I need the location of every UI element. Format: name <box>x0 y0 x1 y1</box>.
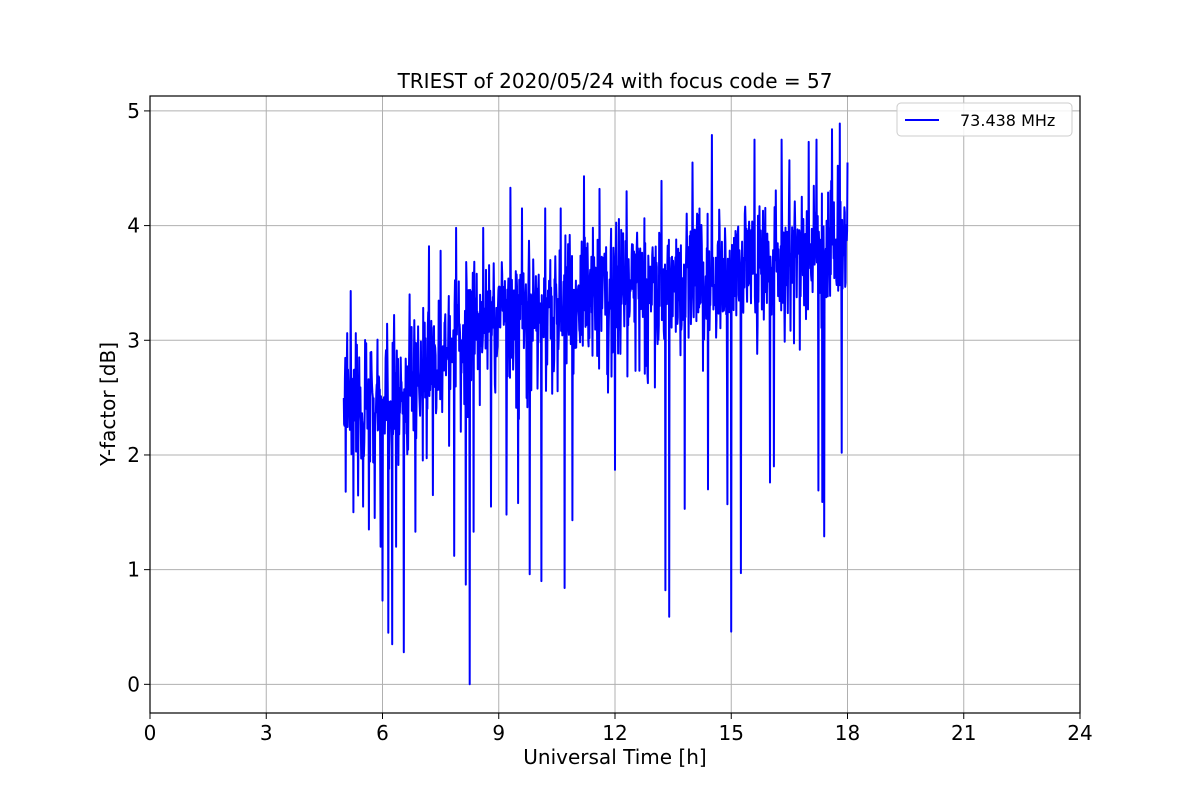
legend-label: 73.438 MHz <box>960 111 1055 130</box>
y-tick-label: 3 <box>127 328 140 352</box>
x-tick-label: 15 <box>719 721 744 745</box>
x-tick-label: 0 <box>144 721 157 745</box>
x-tick-label: 21 <box>951 721 976 745</box>
y-tick-label: 1 <box>127 558 140 582</box>
x-tick-label: 24 <box>1067 721 1092 745</box>
y-tick-label: 5 <box>127 99 140 123</box>
y-tick-label: 0 <box>127 672 140 696</box>
x-tick-label: 3 <box>260 721 273 745</box>
series-line-73438mhz <box>342 122 849 686</box>
y-tick-label: 4 <box>127 214 140 238</box>
y-axis: 0 1 2 3 4 5 <box>127 99 150 696</box>
plot-area <box>342 122 849 686</box>
legend-box <box>896 102 1073 137</box>
x-axis: 0 3 6 9 12 15 18 21 24 <box>144 713 1093 745</box>
legend: 73.438 MHz <box>896 102 1073 137</box>
x-tick-label: 9 <box>492 721 505 745</box>
y-tick-label: 2 <box>127 443 140 467</box>
x-tick-label: 6 <box>376 721 389 745</box>
chart-title: TRIEST of 2020/05/24 with focus code = 5… <box>397 69 833 93</box>
x-tick-label: 18 <box>835 721 860 745</box>
x-tick-label: 12 <box>602 721 627 745</box>
y-axis-label: Y-factor [dB] <box>96 342 120 467</box>
x-axis-label: Universal Time [h] <box>523 745 706 769</box>
